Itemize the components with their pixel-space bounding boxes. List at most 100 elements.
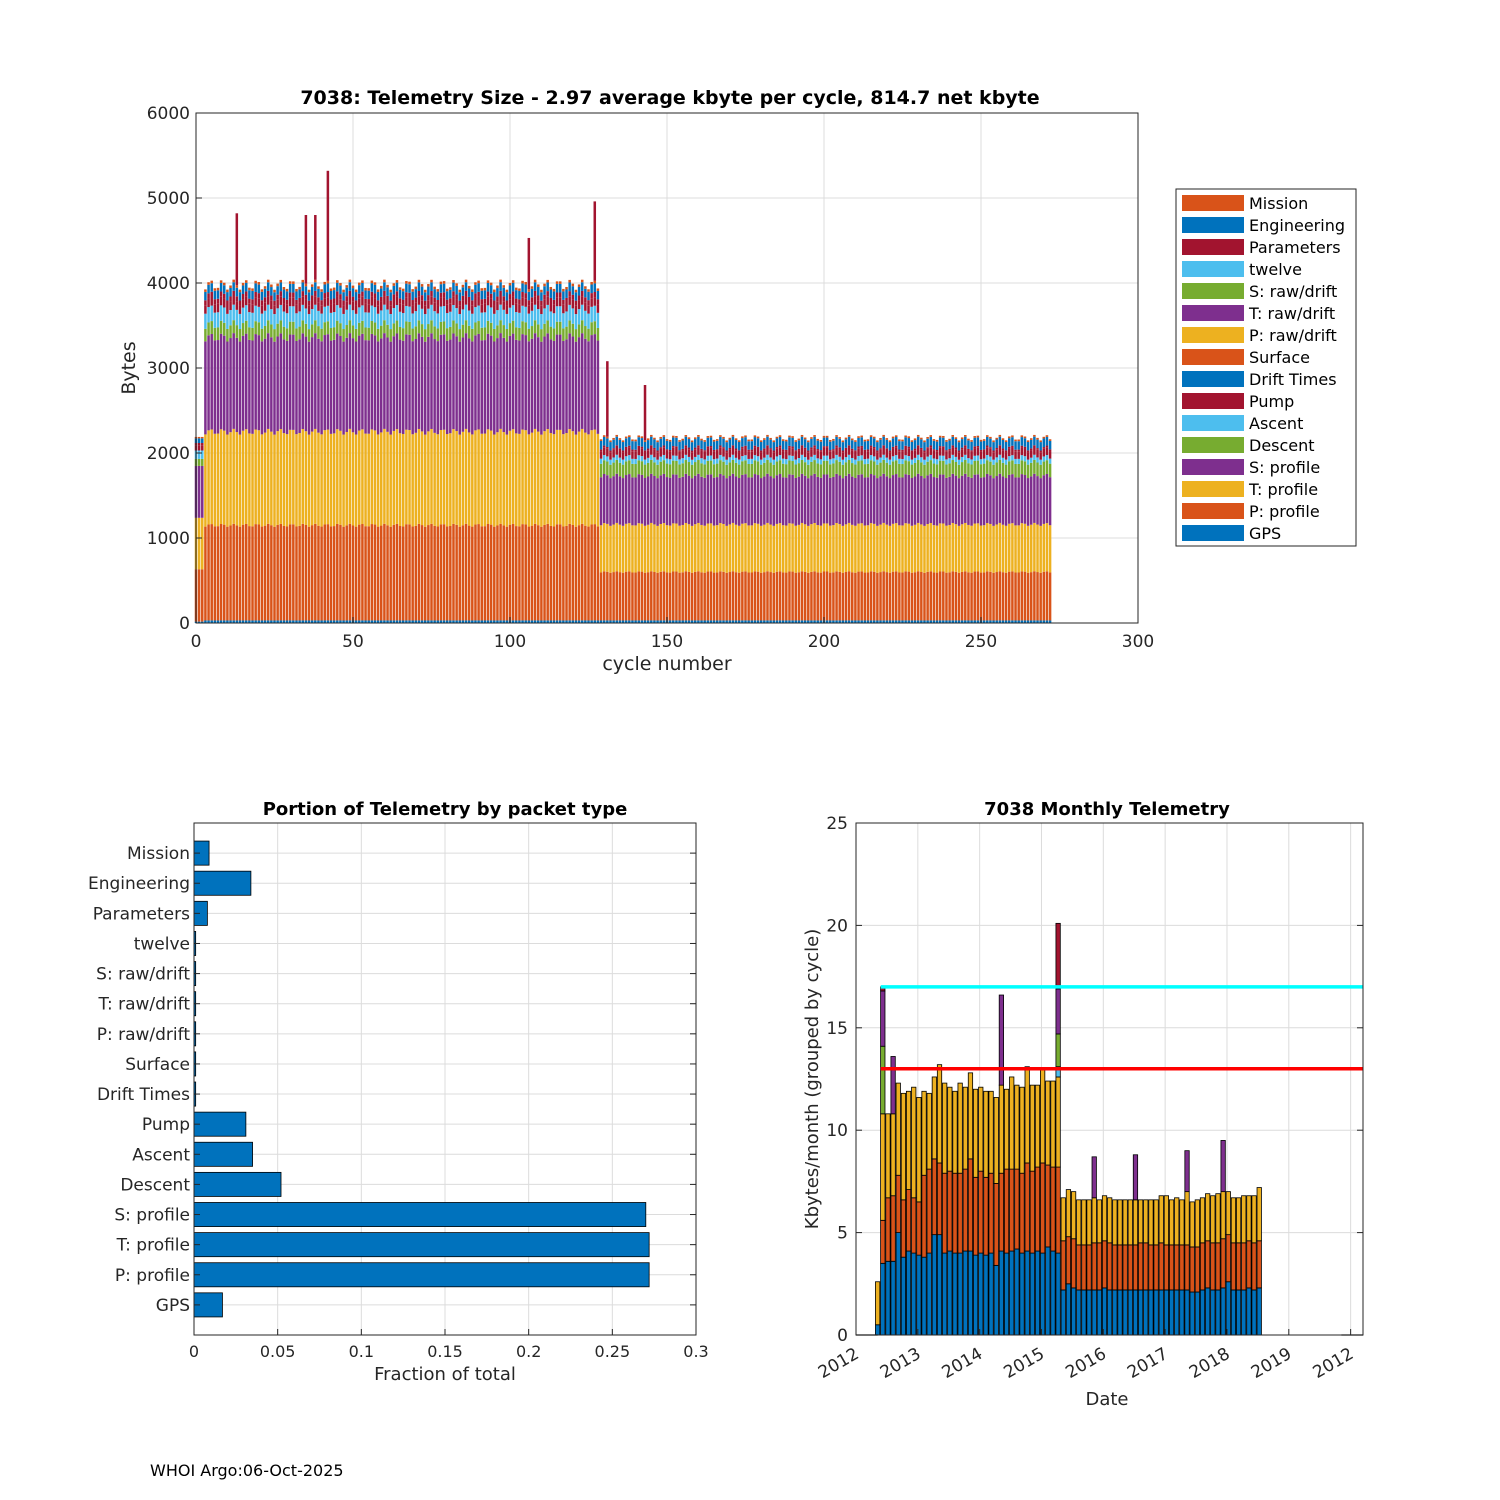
p1-bar-segment [891, 446, 895, 449]
p3-bar-segment [1040, 1252, 1046, 1336]
p1-bar-segment [405, 297, 408, 306]
p1-bar-segment [967, 620, 970, 623]
p1-bar-segment [938, 620, 942, 623]
p3-bar-segment [1034, 1084, 1041, 1168]
p1-bar-segment [254, 334, 257, 430]
p1-bar-segment [288, 620, 292, 623]
p1-bar-segment [411, 305, 414, 314]
p1-bar-segment [860, 437, 863, 446]
p1-bar-segment [515, 303, 518, 313]
p1-bar-segment [493, 434, 496, 527]
p1-bar-segment [1026, 572, 1030, 621]
p1-bar-segment [235, 309, 239, 326]
p1-bar-segment [750, 451, 754, 459]
p1-bar-segment [395, 282, 399, 292]
p1-bar-segment [430, 523, 433, 621]
p3-bar-segment [1158, 1289, 1164, 1336]
p1-bar-segment [207, 430, 210, 525]
p1-bar-segment [621, 620, 625, 623]
p1-bar-segment [1017, 451, 1020, 459]
p1-bar-segment [888, 440, 892, 443]
p3-bar-segment [1019, 1086, 1025, 1174]
p1-bar-segment [706, 437, 710, 447]
p1-bar-segment [530, 338, 534, 433]
p1-bar-segment [351, 525, 355, 621]
p1-bar-segment [414, 302, 418, 312]
p1-bar-segment [675, 437, 678, 447]
p1-bar-segment [753, 435, 757, 438]
p1-bar-segment [599, 440, 603, 450]
p1-bar-segment [515, 433, 518, 527]
p1-bar-segment [1004, 459, 1008, 465]
p1-bar-segment [854, 572, 857, 621]
p1-bar-segment [841, 525, 845, 573]
p1-bar-segment [336, 296, 339, 306]
p2-category-label: P: profile [115, 1266, 190, 1286]
p1-bar-segment [609, 572, 612, 621]
p1-bar-segment [530, 432, 534, 526]
p1-bar-segment [364, 298, 367, 304]
p2-ticks: 0 0.05 0.1 0.15 0.2 0.25 0.3MissionEngineering… [88, 844, 709, 1361]
p1-bar-segment [681, 440, 684, 449]
p1-bar-segment [508, 335, 512, 431]
p3-bar-segment [962, 1086, 968, 1170]
p1-bar-segment [964, 460, 967, 474]
p1-bar-segment [474, 307, 477, 323]
p1-bar-segment [744, 435, 747, 438]
p1-bar-segment [772, 620, 776, 623]
p1-bar-segment [791, 448, 794, 456]
p1-bar-segment [628, 474, 631, 524]
p1-bar-segment [722, 438, 725, 448]
p1-bar-segment [731, 434, 735, 437]
p1-bar-segment [401, 304, 405, 314]
p1-bar-segment [700, 620, 703, 623]
p3-bar-segment [1132, 1244, 1139, 1291]
p1-bar-segment [672, 571, 675, 621]
p1-bar-segment [345, 431, 348, 526]
p1-bar-segment [935, 449, 939, 452]
p1-bar-segment [694, 524, 697, 572]
p1-bar-segment [1026, 452, 1030, 460]
p1-bar-segment [279, 291, 283, 297]
p1-bar-segment [210, 283, 213, 292]
p1-bar-segment [920, 572, 923, 621]
p1-bar-segment [317, 286, 320, 289]
p1-bar-segment [1042, 571, 1046, 621]
p1-bar-segment [841, 464, 845, 479]
p1-bar-segment [602, 436, 606, 446]
p1-bar-segment [734, 448, 738, 451]
p1-bar-segment [226, 289, 229, 293]
p3-bar-segment [1251, 1289, 1257, 1336]
p3-bar-segment [1194, 1291, 1200, 1336]
p1-bar-segment [621, 452, 625, 460]
p1-bar-segment [427, 308, 430, 325]
p1-bar-segment [624, 475, 628, 524]
p3-bar-segment [1241, 1242, 1247, 1291]
p1-bar-segment [612, 449, 615, 458]
p1-legend-label: Surface [1249, 348, 1310, 367]
p1-bar-segment [502, 525, 505, 621]
p1-bar-segment [712, 525, 716, 573]
p1-bar-segment [530, 297, 534, 303]
p1-bar-segment [565, 339, 568, 434]
p1-bar-segment [857, 448, 860, 456]
p1-bar-segment [565, 303, 568, 312]
p1-bar-segment [452, 280, 455, 283]
p1-bar-segment [970, 620, 973, 623]
p1-bar-segment [370, 524, 374, 621]
p3-bar-segment [1153, 1244, 1159, 1291]
p1-ytick-label: 0 [179, 614, 190, 634]
p1-bar-segment [810, 456, 813, 462]
p1-bar-segment [851, 476, 854, 525]
p1-bar-segment [474, 282, 477, 285]
p1-bar-segment [822, 474, 826, 524]
footer-stamp: WHOI Argo:06-Oct-2025 [150, 1461, 344, 1480]
p1-bar-segment [964, 436, 967, 446]
p1-bar-segment [241, 620, 245, 623]
p1-bar-segment [461, 295, 465, 301]
p1-bar-segment [662, 523, 666, 572]
p1-bar-segment [408, 334, 411, 431]
p1-bar-segment [442, 281, 446, 284]
p1-bar-segment [813, 460, 816, 474]
p1-bar-segment [474, 430, 477, 525]
